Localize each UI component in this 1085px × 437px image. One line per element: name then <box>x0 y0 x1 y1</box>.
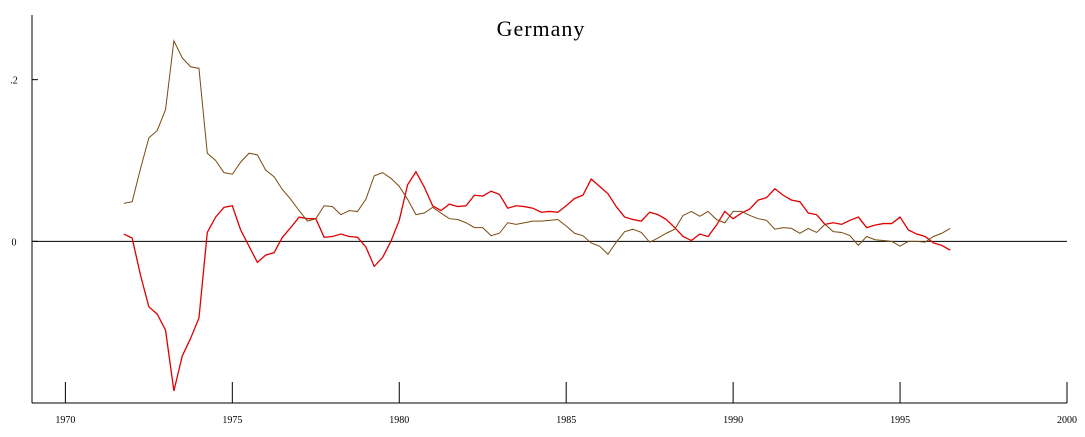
x-tick-label: 1995 <box>890 415 910 426</box>
series-line <box>123 170 951 392</box>
x-tick-label: 1985 <box>556 415 576 426</box>
x-tick-label: 2000 <box>1057 415 1077 426</box>
x-tick-label: 1980 <box>389 415 409 426</box>
x-tick-label: 1975 <box>222 415 242 426</box>
y-tick-label: 0 <box>12 237 17 248</box>
chart-title: Germany <box>497 16 586 41</box>
series-line <box>123 39 951 256</box>
x-tick-label: 1970 <box>55 415 75 426</box>
x-tick-label: 1990 <box>723 415 743 426</box>
y-tick-label: .2 <box>10 76 18 87</box>
